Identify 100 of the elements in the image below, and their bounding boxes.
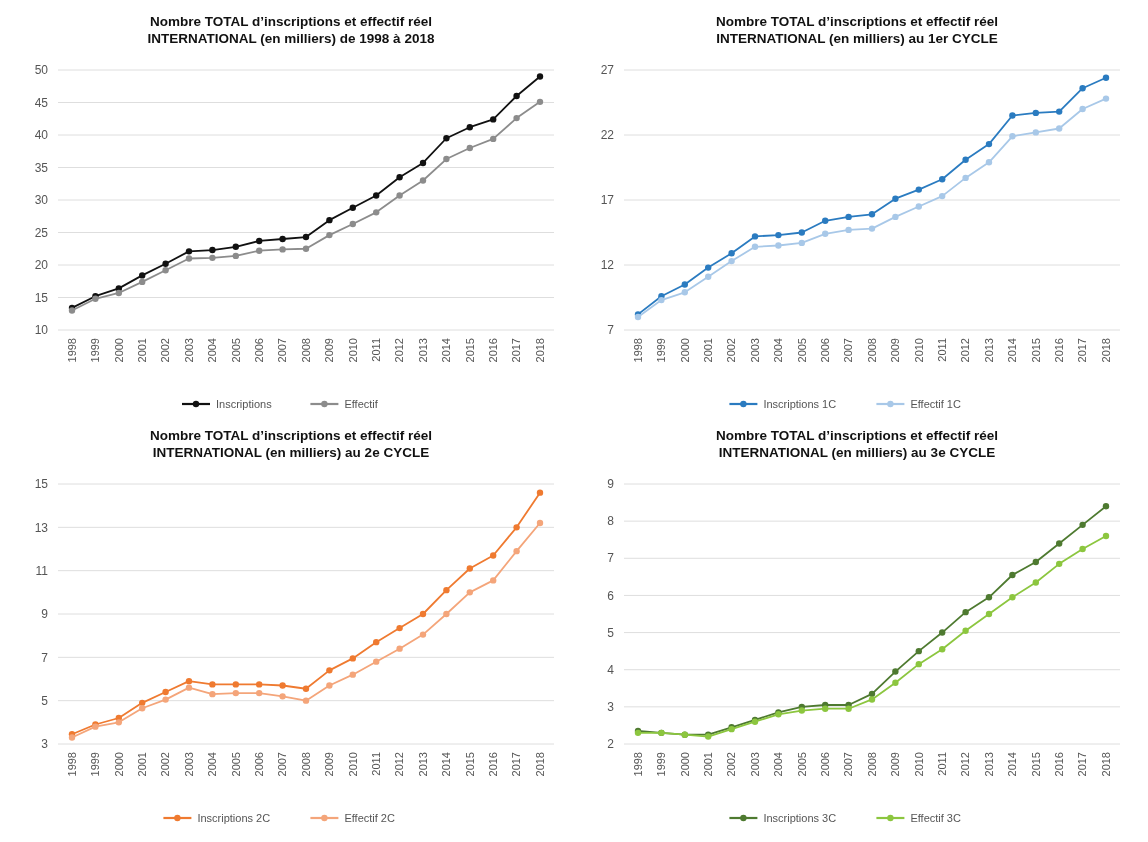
x-tick-label: 2011 bbox=[936, 338, 949, 362]
point bbox=[915, 647, 922, 655]
point bbox=[868, 211, 876, 218]
x-tick-label: 2002 bbox=[159, 338, 172, 363]
x-tick-label: 2018 bbox=[533, 338, 546, 363]
x-tick-label: 2004 bbox=[772, 338, 785, 363]
point bbox=[822, 217, 829, 224]
x-tick-label: 1999 bbox=[655, 338, 668, 363]
point bbox=[1102, 532, 1110, 540]
point bbox=[513, 524, 520, 531]
x-tick-label: 1998 bbox=[65, 338, 78, 363]
point bbox=[536, 489, 544, 496]
x-tick-label: 2009 bbox=[323, 338, 336, 363]
point bbox=[232, 681, 239, 688]
y-tick-label: 30 bbox=[34, 193, 49, 208]
x-tick-label: 2016 bbox=[1053, 338, 1066, 363]
point bbox=[466, 589, 473, 596]
point bbox=[302, 685, 310, 692]
point bbox=[185, 248, 193, 255]
y-tick-label: 7 bbox=[607, 323, 615, 338]
y-tick-label: 35 bbox=[34, 160, 49, 175]
point bbox=[892, 195, 899, 202]
chart-title: Nombre TOTAL d’inscriptions et effectif réel INTERNATIONAL (en milliers) au 1er CYCLE bbox=[715, 14, 999, 46]
x-tick-label: 2013 bbox=[982, 752, 995, 777]
x-tick-label: 2011 bbox=[936, 752, 949, 776]
y-tick-label: 10 bbox=[34, 323, 49, 338]
x-tick-label: 2011 bbox=[370, 338, 383, 362]
x-tick-label: 2017 bbox=[1076, 338, 1089, 363]
x-tick-label: 2005 bbox=[795, 752, 808, 777]
point bbox=[490, 116, 497, 123]
x-tick-label: 2014 bbox=[1006, 752, 1019, 777]
point bbox=[466, 124, 473, 131]
legend-label: Inscriptions 2C bbox=[197, 811, 271, 824]
point bbox=[466, 565, 473, 572]
y-tick-label: 5 bbox=[607, 625, 615, 640]
point bbox=[349, 220, 356, 228]
x-tick-label: 2000 bbox=[112, 752, 125, 777]
x-tick-label: 2007 bbox=[276, 338, 289, 363]
point bbox=[139, 699, 146, 707]
x-tick-label: 2013 bbox=[416, 752, 429, 777]
y-tick-label: 9 bbox=[607, 477, 615, 492]
point bbox=[658, 296, 665, 304]
point bbox=[1009, 133, 1016, 140]
point bbox=[513, 92, 520, 100]
x-tick-label: 2010 bbox=[346, 752, 359, 777]
point bbox=[536, 98, 544, 106]
chart-title: Nombre TOTAL d’inscriptions et effectif réel INTERNATIONAL (en milliers) au 3e CYCLE bbox=[715, 428, 999, 460]
x-tick-label: 2000 bbox=[678, 752, 691, 777]
y-tick-label: 4 bbox=[607, 662, 615, 677]
point bbox=[513, 114, 520, 122]
x-tick-label: 2016 bbox=[487, 752, 500, 777]
y-tick-label: 6 bbox=[607, 588, 615, 603]
x-tick-label: 2006 bbox=[253, 338, 266, 363]
point bbox=[962, 627, 969, 634]
point bbox=[232, 689, 239, 697]
point bbox=[1056, 560, 1063, 568]
point bbox=[373, 192, 380, 199]
point bbox=[326, 216, 333, 224]
point bbox=[490, 577, 497, 584]
point bbox=[443, 586, 450, 594]
legend-label: Effectif 1C bbox=[910, 397, 961, 410]
x-tick-label: 2008 bbox=[299, 338, 312, 363]
point bbox=[1032, 558, 1039, 566]
point bbox=[185, 255, 193, 262]
x-tick-label: 2006 bbox=[819, 338, 832, 363]
point bbox=[1056, 108, 1063, 115]
x-tick-label: 2017 bbox=[510, 752, 523, 777]
chart-title: Nombre TOTAL d’inscriptions et effectif réel INTERNATIONAL (en milliers) au 2e CYCLE bbox=[149, 428, 433, 460]
point bbox=[822, 705, 829, 712]
y-tick-label: 3 bbox=[607, 700, 615, 715]
legend-label: Inscriptions 1C bbox=[763, 397, 837, 410]
point bbox=[985, 594, 993, 601]
y-tick-label: 40 bbox=[34, 128, 49, 143]
y-tick-label: 11 bbox=[35, 563, 49, 578]
x-tick-label: 2007 bbox=[842, 338, 855, 363]
point bbox=[705, 273, 712, 280]
x-tick-label: 2006 bbox=[819, 752, 832, 777]
x-tick-label: 2010 bbox=[912, 752, 925, 777]
point bbox=[1032, 109, 1039, 117]
point bbox=[162, 267, 169, 274]
point bbox=[256, 681, 263, 688]
point bbox=[396, 624, 403, 632]
x-tick-label: 2004 bbox=[206, 752, 219, 777]
point bbox=[396, 645, 403, 652]
point bbox=[396, 192, 403, 199]
point bbox=[845, 705, 852, 712]
x-tick-label: 2001 bbox=[702, 752, 715, 777]
point bbox=[915, 660, 922, 668]
y-tick-label: 15 bbox=[34, 290, 49, 305]
x-tick-label: 2015 bbox=[463, 752, 476, 777]
point bbox=[1079, 85, 1086, 92]
x-tick-label: 2003 bbox=[182, 338, 195, 363]
point bbox=[162, 688, 169, 696]
legend-label: Effectif 2C bbox=[344, 811, 395, 824]
point bbox=[349, 204, 356, 211]
y-tick-label: 22 bbox=[600, 128, 615, 143]
y-tick-label: 2 bbox=[607, 737, 615, 752]
point bbox=[985, 610, 993, 618]
point bbox=[1056, 540, 1063, 547]
x-tick-label: 2001 bbox=[702, 338, 715, 363]
